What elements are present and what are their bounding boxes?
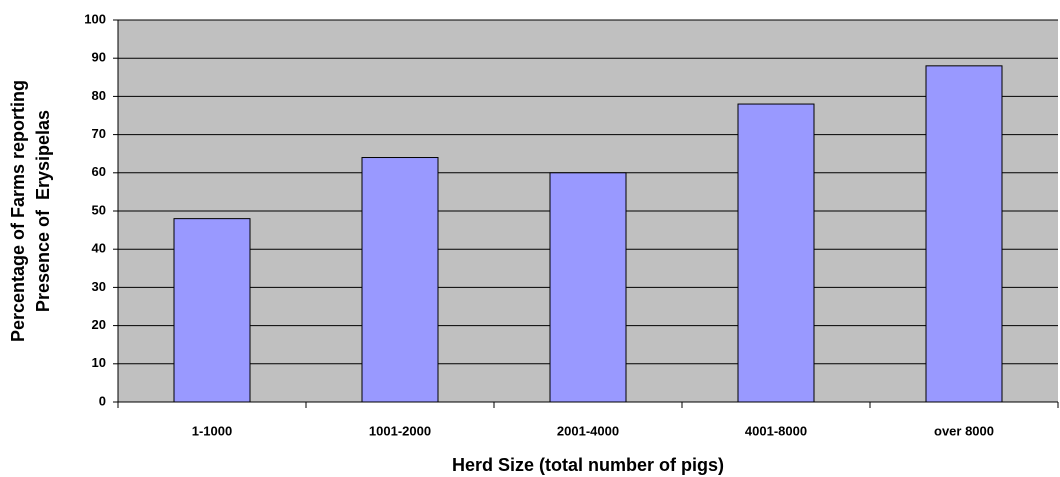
y-tick-label: 30 <box>92 279 106 294</box>
y-tick-label: 100 <box>84 11 106 26</box>
bar <box>737 103 815 403</box>
y-tick-label: 90 <box>92 50 106 65</box>
x-tick-label: 2001-4000 <box>557 423 619 438</box>
y-tick-label: 50 <box>92 202 106 217</box>
x-tick-label: 4001-8000 <box>745 423 807 438</box>
y-tick-label: 80 <box>92 88 106 103</box>
x-axis-title: Herd Size (total number of pigs) <box>452 455 724 475</box>
x-tick-label: over 8000 <box>934 423 994 438</box>
bar <box>549 172 627 403</box>
y-tick-label: 20 <box>92 317 106 332</box>
x-tick-label: 1001-2000 <box>369 423 431 438</box>
bar <box>173 218 251 403</box>
y-axis-title: Percentage of Farms reporting <box>8 80 28 342</box>
bar <box>925 65 1003 403</box>
y-axis-title: Presence of Erysipelas <box>33 110 53 312</box>
bar <box>361 157 439 403</box>
y-tick-label: 0 <box>99 393 106 408</box>
y-tick-label: 40 <box>92 241 106 256</box>
y-tick-label: 10 <box>92 355 106 370</box>
y-tick-label: 60 <box>92 164 106 179</box>
x-tick-label: 1-1000 <box>192 423 232 438</box>
y-tick-label: 70 <box>92 126 106 141</box>
